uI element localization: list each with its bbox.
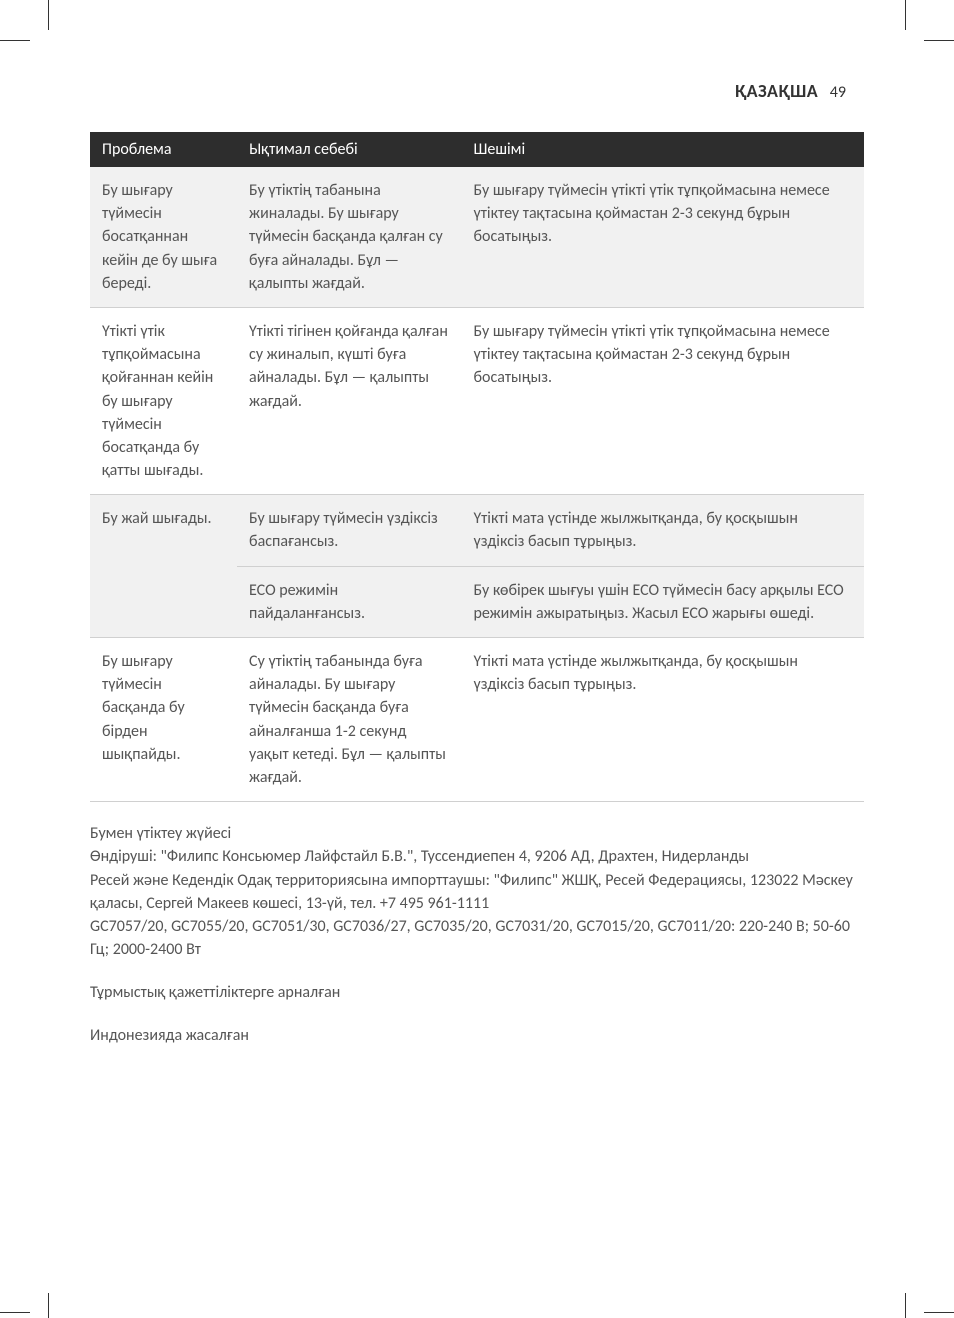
cell-cause: Үтікті тігінен қойғанда қалған су жиналы…	[237, 307, 461, 494]
language-label: ҚАЗАҚША	[735, 80, 818, 102]
column-header-solution: Шешімі	[462, 132, 865, 167]
footer-line-models: GC7057/20, GC7055/20, GC7051/30, GC7036/…	[90, 915, 864, 961]
column-header-cause: Ықтимал себебі	[237, 132, 461, 167]
footer-line-origin: Индонезияда жасалған	[90, 1024, 864, 1047]
crop-mark	[0, 1312, 30, 1313]
crop-mark	[905, 1293, 906, 1318]
manual-page: ҚАЗАҚША 49 Проблема Ықтимал себебі Шешім…	[0, 0, 954, 1318]
table-row: Үтікті үтік тұпқоймасына қойғаннан кейін…	[90, 307, 864, 494]
column-header-problem: Проблема	[90, 132, 237, 167]
cell-cause: Су үтіктің табанында буға айналады. Бу ш…	[237, 638, 461, 802]
crop-mark	[924, 1312, 954, 1313]
table-row: Бу шығару түймесін босатқаннан кейін де …	[90, 167, 864, 307]
troubleshooting-table: Проблема Ықтимал себебі Шешімі Бу шығару…	[90, 132, 864, 802]
cell-cause: ECO режимін пайдаланғансыз.	[237, 566, 461, 637]
cell-solution: Бу шығару түймесін үтікті үтік тұпқоймас…	[462, 307, 865, 494]
footer-line-purpose: Тұрмыстық қажеттіліктерге арналған	[90, 981, 864, 1004]
cell-solution: Бу көбірек шығуы үшін ECO түймесін басу …	[462, 566, 865, 637]
footer-line-importer: Ресей және Кедендік Одақ территориясына …	[90, 869, 864, 915]
cell-solution: Бу шығару түймесін үтікті үтік тұпқоймас…	[462, 167, 865, 307]
page-header: ҚАЗАҚША 49	[90, 80, 864, 102]
cell-problem: Бу шығару түймесін басқанда бу бірден шы…	[90, 638, 237, 802]
cell-problem: Бу жай шығады.	[90, 495, 237, 638]
cell-cause: Бу үтіктің табанына жиналады. Бу шығару …	[237, 167, 461, 307]
cell-problem: Бу шығару түймесін босатқаннан кейін де …	[90, 167, 237, 307]
table-row: Бу шығару түймесін басқанда бу бірден шы…	[90, 638, 864, 802]
crop-mark	[48, 0, 49, 30]
crop-mark	[924, 40, 954, 41]
cell-cause: Бу шығару түймесін үздіксіз баспағансыз.	[237, 495, 461, 566]
crop-mark	[905, 0, 906, 30]
cell-solution: Үтікті мата үстінде жылжытқанда, бу қосқ…	[462, 638, 865, 802]
footer-text-block: Бумен үтіктеу жүйесі Өндіруші: "Филипс К…	[90, 822, 864, 1048]
page-number: 49	[830, 83, 846, 102]
table-row: Бу жай шығады. Бу шығару түймесін үздікс…	[90, 495, 864, 566]
crop-mark	[0, 40, 30, 41]
cell-problem: Үтікті үтік тұпқоймасына қойғаннан кейін…	[90, 307, 237, 494]
table-header-row: Проблема Ықтимал себебі Шешімі	[90, 132, 864, 167]
footer-line-system: Бумен үтіктеу жүйесі	[90, 822, 864, 845]
cell-solution: Үтікті мата үстінде жылжытқанда, бу қосқ…	[462, 495, 865, 566]
crop-mark	[48, 1293, 49, 1318]
footer-line-manufacturer: Өндіруші: "Филипс Консьюмер Лайфстайл Б.…	[90, 845, 864, 868]
